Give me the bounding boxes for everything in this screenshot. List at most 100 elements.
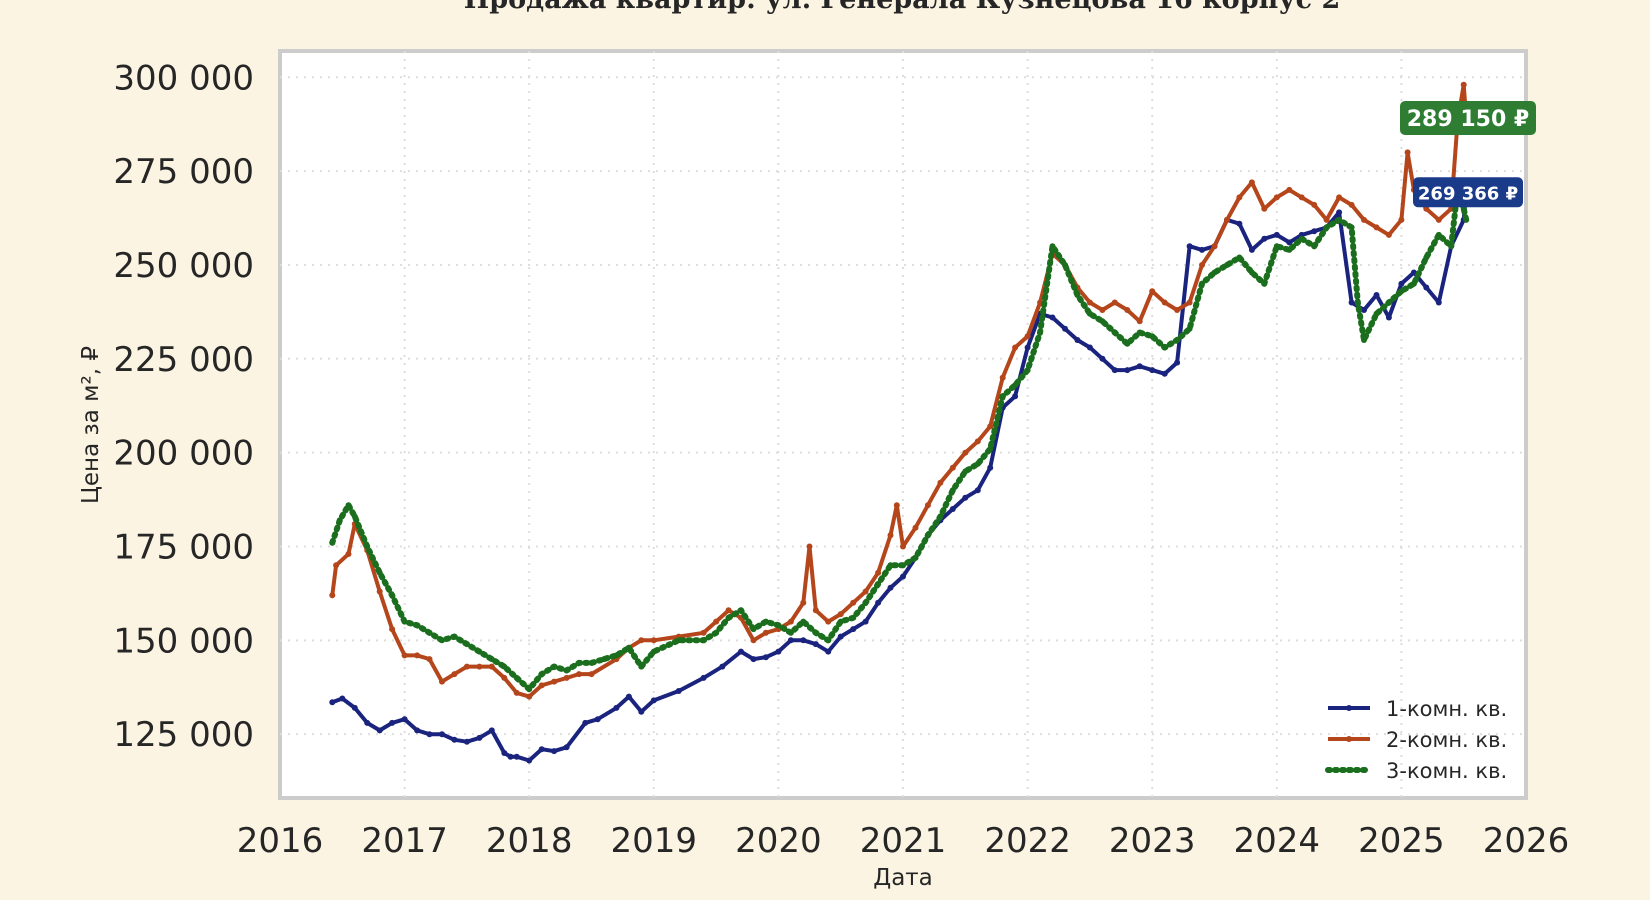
legend-marker xyxy=(1346,767,1352,773)
data-point xyxy=(912,554,919,561)
data-point xyxy=(775,648,782,655)
data-point xyxy=(638,663,645,670)
data-point xyxy=(949,464,956,471)
data-point xyxy=(675,637,682,644)
legend-item: 3-комн. кв. xyxy=(1325,759,1507,783)
data-point xyxy=(893,502,900,509)
data-point xyxy=(376,727,383,734)
data-point xyxy=(1074,292,1081,298)
x-tick-label: 2026 xyxy=(1483,821,1570,861)
data-point xyxy=(376,569,383,576)
data-point xyxy=(1435,231,1442,238)
data-point xyxy=(887,532,894,539)
data-point xyxy=(501,663,508,670)
data-point xyxy=(725,607,732,614)
data-point xyxy=(949,487,956,494)
data-point xyxy=(738,648,744,655)
last-value-badge: 269 366 ₽ xyxy=(1413,177,1523,208)
legend-marker xyxy=(1346,736,1352,742)
data-point xyxy=(638,708,645,715)
data-point xyxy=(351,513,358,520)
data-point xyxy=(750,656,757,663)
data-point xyxy=(451,736,458,743)
data-point xyxy=(588,659,595,666)
legend-label: 1-комн. кв. xyxy=(1386,697,1507,721)
data-point xyxy=(1286,186,1293,193)
data-point xyxy=(1311,201,1318,208)
data-point xyxy=(439,637,445,644)
data-point xyxy=(345,551,352,557)
data-point xyxy=(949,506,956,512)
data-point xyxy=(1435,299,1442,306)
data-point xyxy=(924,532,931,539)
data-point xyxy=(1273,231,1280,238)
data-point xyxy=(1286,246,1293,253)
y-tick-label: 150 000 xyxy=(113,621,254,661)
data-point xyxy=(625,644,632,651)
legend: 1-комн. кв. 2-комн. кв. 3-комн. кв. xyxy=(1325,697,1507,783)
last-value-badge: 289 150 ₽ xyxy=(1400,101,1536,136)
data-point xyxy=(551,663,558,670)
data-point xyxy=(451,633,458,640)
series-lines xyxy=(329,81,1470,764)
data-point xyxy=(501,674,508,681)
data-point xyxy=(1174,359,1181,366)
data-point xyxy=(1174,307,1181,313)
data-point xyxy=(806,543,813,550)
data-point xyxy=(1086,344,1093,351)
data-point xyxy=(987,445,994,452)
data-point xyxy=(762,654,769,661)
series-3 xyxy=(329,186,1470,693)
data-point xyxy=(1248,179,1255,186)
data-point xyxy=(750,626,757,633)
data-point xyxy=(329,592,336,599)
data-point xyxy=(1049,243,1056,250)
data-point xyxy=(812,607,819,614)
data-point xyxy=(787,618,794,625)
x-axis-label: Дата xyxy=(873,865,933,891)
data-point xyxy=(1286,239,1293,246)
data-point xyxy=(700,674,707,681)
data-point xyxy=(376,588,383,595)
data-point xyxy=(389,592,396,599)
data-point xyxy=(507,753,514,760)
data-point xyxy=(1161,299,1168,306)
data-point xyxy=(563,667,570,674)
series-line xyxy=(329,186,1470,693)
chart-title: Продажа квартир: ул. Генерала Кузнецова … xyxy=(464,0,1341,15)
data-point xyxy=(463,738,470,745)
data-point xyxy=(488,727,495,734)
data-point xyxy=(1385,231,1392,238)
data-point xyxy=(501,750,508,756)
data-point xyxy=(625,693,632,700)
data-point xyxy=(812,629,819,636)
data-point xyxy=(962,494,969,501)
data-point xyxy=(329,539,336,546)
data-point xyxy=(1361,307,1367,313)
x-tick-label: 2021 xyxy=(860,821,947,861)
data-point xyxy=(1099,355,1106,362)
x-tick-label: 2024 xyxy=(1234,821,1321,861)
data-point xyxy=(862,599,869,606)
data-point xyxy=(900,562,906,569)
data-point xyxy=(738,607,744,614)
data-point xyxy=(1062,325,1068,332)
data-point xyxy=(850,599,857,606)
data-point xyxy=(825,648,832,655)
data-point xyxy=(862,618,869,625)
data-point xyxy=(526,686,533,693)
data-point xyxy=(937,479,944,486)
data-point xyxy=(900,573,906,580)
data-point xyxy=(1199,262,1205,268)
data-point xyxy=(1149,288,1156,295)
data-point xyxy=(551,678,558,685)
data-point xyxy=(900,543,906,550)
data-point xyxy=(601,656,607,663)
data-point xyxy=(1336,209,1343,216)
data-point xyxy=(638,637,645,644)
data-point xyxy=(389,719,396,726)
data-point xyxy=(339,695,346,702)
data-point xyxy=(1149,367,1156,374)
data-point xyxy=(1261,235,1268,242)
data-point xyxy=(1348,224,1355,231)
